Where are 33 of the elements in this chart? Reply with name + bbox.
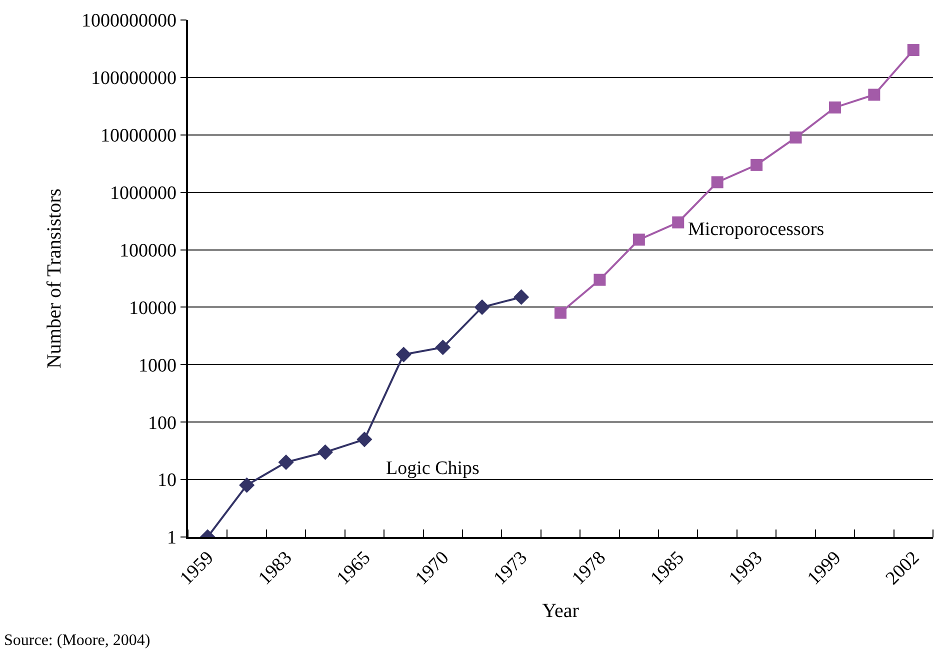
y-tick-label: 1 — [166, 528, 176, 549]
y-tick-label: 10000000 — [100, 126, 176, 147]
point — [474, 299, 490, 316]
point — [868, 88, 880, 101]
point — [750, 158, 763, 171]
y-tick-label: 10000 — [128, 298, 176, 319]
point — [396, 346, 412, 362]
y-tick-label: 1000 — [138, 355, 176, 376]
point — [907, 44, 920, 56]
y-tick-label: 1000000000 — [81, 10, 176, 32]
y-tick-label: 100 — [148, 412, 176, 434]
source-note: Source: (Moore, 2004) — [4, 632, 150, 649]
series-label: Logic Chips — [386, 458, 480, 479]
point — [513, 289, 530, 305]
point — [239, 477, 255, 493]
point — [790, 132, 802, 144]
point — [828, 101, 841, 114]
point — [435, 340, 451, 356]
point — [554, 306, 566, 319]
y-tick-label: 100000000 — [90, 68, 176, 90]
y-axis-title: Number of Transistors — [43, 188, 66, 369]
x-axis-title: Year — [542, 600, 580, 622]
point — [278, 454, 294, 470]
point — [317, 444, 334, 460]
point — [594, 274, 606, 286]
y-tick-label: 10 — [157, 470, 176, 492]
point — [356, 432, 372, 448]
y-tick-label: 1000000 — [110, 182, 176, 204]
point — [711, 176, 724, 188]
y-tick-label: 100000 — [119, 240, 176, 262]
series-label: Microporocessors — [688, 219, 824, 240]
point — [672, 216, 684, 228]
point — [632, 234, 645, 246]
